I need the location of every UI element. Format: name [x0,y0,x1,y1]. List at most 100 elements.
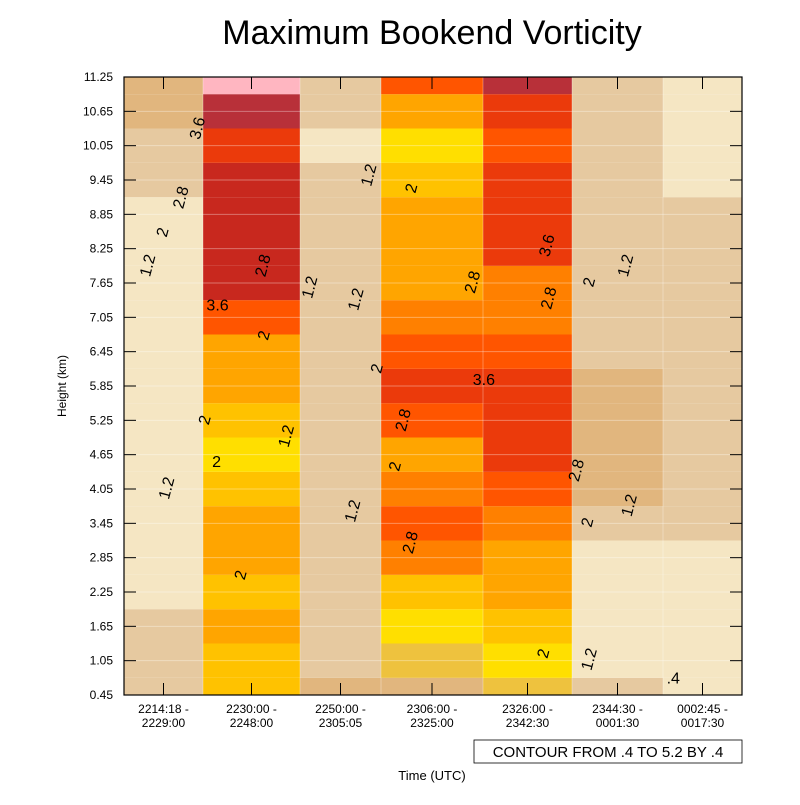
y-tick-label: 7.65 [90,276,114,290]
heatmap-cell [124,471,203,507]
heatmap-cell [483,231,572,266]
contour-label: 2.8 [566,457,588,483]
heatmap-cell [124,609,203,644]
heatmap-cell [203,197,300,232]
heatmap-cell [203,334,300,369]
heatmap-cell [483,265,572,301]
y-tick-label: 9.45 [90,173,114,187]
y-tick-label: 2.85 [90,551,114,565]
y-tick-label: 4.05 [90,482,114,496]
heatmap-cell [381,506,483,541]
heatmap-cell [381,437,483,472]
heatmap-cell [572,368,663,404]
contour-info: CONTOUR FROM .4 TO 5.2 BY .4 [493,744,724,761]
heatmap-cell [572,197,663,232]
heatmap-cell [572,437,663,472]
heatmap-cell [300,162,381,198]
heatmap-cell [483,128,572,163]
chart-title: Maximum Bookend Vorticity [222,14,642,52]
heatmap-cell [483,471,572,507]
heatmap-cell [381,94,483,129]
heatmap-cell [483,334,572,369]
contour-label: 2.8 [253,253,275,279]
contour-label: 2 [535,647,554,660]
heatmap-cell [381,162,483,198]
contour-label: 3.6 [206,298,228,315]
heatmap-cell [300,300,381,335]
x-tick-label: 2306:00 -2325:00 [407,702,458,730]
heatmap-cell [572,128,663,163]
axis-ticks: 0.45 1.05 1.65 2.25 2.85 3.45 4.05 4.65 5.25 5.85… [83,70,742,730]
heatmap-cell [300,368,381,404]
heatmap-cell [663,643,742,678]
heatmap-cell [663,128,742,163]
y-tick-label: 8.25 [90,242,114,256]
contour-label: 1.2 [579,646,601,672]
heatmap-cell [572,300,663,335]
heatmap-cell [381,368,483,404]
heatmap-cell [300,231,381,266]
x-tick-label: 2250:00 -2305:05 [315,702,366,730]
y-axis-label: Height (km) [55,355,69,417]
contour-label: 2.8 [393,407,415,433]
heatmap-cell [203,403,300,438]
heatmap-cell [572,231,663,266]
heatmap-cell [663,265,742,301]
heatmap-cell [124,506,203,541]
heatmap-cell [124,574,203,610]
heatmap-cell [663,540,742,575]
heatmap-cell [381,128,483,163]
contour-label: 1.2 [276,423,298,449]
y-tick-label: 0.45 [90,688,114,702]
heatmap-cell [663,162,742,198]
heatmap-cell [203,609,300,644]
heatmap-cell [483,197,572,232]
heatmap-cell [300,197,381,232]
heatmap-cell [381,403,483,438]
heatmap-cell [381,540,483,575]
y-tick-label: 10.05 [83,139,113,153]
contour-label: 1.2 [137,253,159,279]
heatmap-cell [572,162,663,198]
heatmap-cell [483,540,572,575]
heatmap-cell [663,368,742,404]
contour-label: 2 [232,569,251,582]
heatmap-cell [124,643,203,678]
heatmap-cell [572,403,663,438]
contour-label: 2 [403,182,422,195]
heatmap-cell [483,574,572,610]
contour-label: 2 [368,362,387,375]
heatmap-cell [572,471,663,507]
heatmap-cell [124,368,203,404]
contour-label: 1.2 [345,286,367,312]
heatmap-cell [381,643,483,678]
heatmap-cell [572,540,663,575]
heatmap-cell [483,437,572,472]
heatmap-cell [483,643,572,678]
heatmap-cell [124,128,203,163]
heatmap-cell [300,643,381,678]
heatmap-cell [203,506,300,541]
heatmap-cell [300,128,381,163]
heatmap-cell [300,403,381,438]
heatmap-cell [124,231,203,266]
heatmap-cell [381,574,483,610]
contour-label: 1.2 [358,162,380,188]
heatmap-cell [124,540,203,575]
heatmap-cell [203,162,300,198]
heatmap-cell [124,162,203,198]
heatmap-cell [124,197,203,232]
heatmap-cell [203,437,300,472]
y-tick-label: 2.25 [90,585,114,599]
contour-label: 2 [212,454,221,471]
y-tick-label: 5.85 [90,379,114,393]
heatmap-cell [203,94,300,129]
heatmap-cell [572,506,663,541]
heatmap-cell [203,231,300,266]
x-tick-label: 2214:18 -2229:00 [138,702,189,730]
heatmap-cell [203,368,300,404]
contour-label: 1.2 [299,274,321,300]
y-tick-label: 5.25 [90,413,114,427]
y-tick-label: 11.25 [84,70,113,84]
contour-label: 1.2 [342,498,364,524]
